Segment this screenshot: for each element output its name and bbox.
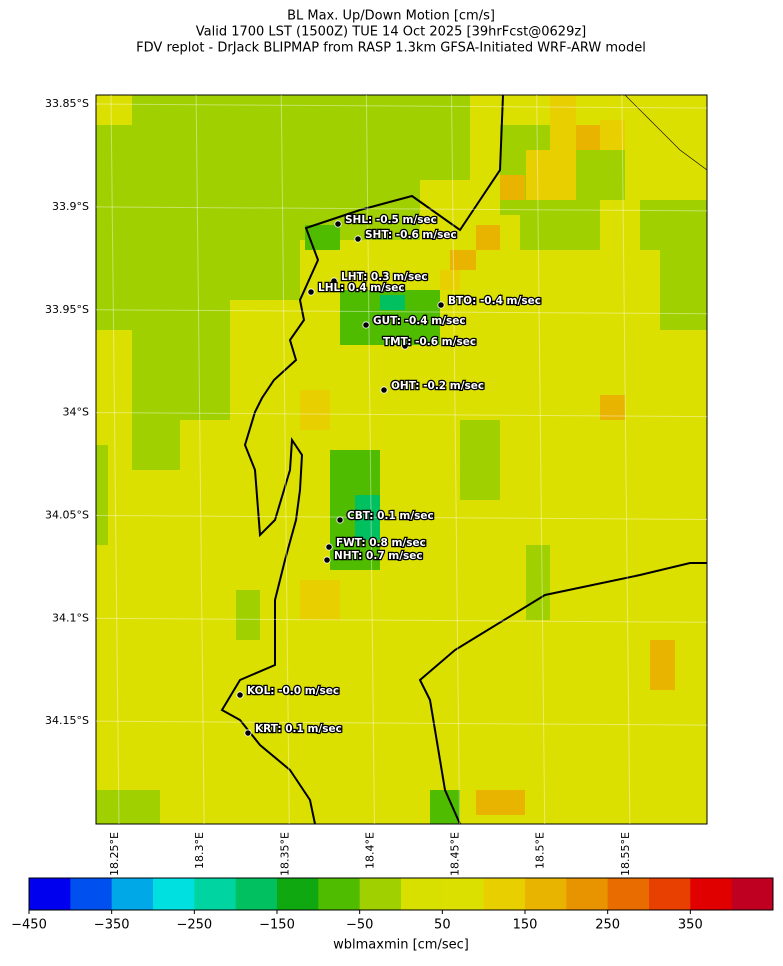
colorbar-swatch (401, 878, 443, 910)
colorbar-swatch (194, 878, 237, 910)
lon-tick-label: 18.4°E (363, 832, 376, 869)
station-dot (437, 301, 445, 309)
field-patch (355, 295, 405, 540)
station-dot (325, 543, 333, 551)
colorbar-swatch (483, 878, 526, 910)
colorbar-tick-label: −450 (11, 918, 47, 933)
lat-tick-label: 33.95°S (45, 303, 89, 316)
grid-line (95, 103, 708, 109)
colorbar-swatch (318, 878, 361, 910)
colorbar-tick-label: −250 (176, 918, 212, 933)
map-frame (95, 94, 708, 825)
title-line: BL Max. Up/Down Motion [cm/s] (287, 9, 495, 24)
station-label: SHT: -0.6 m/sec (365, 229, 457, 241)
colorbar-swatch (235, 878, 278, 910)
colorbar-swatch (153, 878, 195, 910)
station-dot (236, 691, 244, 699)
station-dot (336, 516, 344, 524)
colorbar-swatch (70, 878, 113, 910)
station-label: BTO: -0.4 m/sec (448, 295, 541, 307)
grid-line (95, 514, 708, 520)
grid-line (95, 720, 708, 726)
lon-tick-label: 18.55°E (619, 832, 632, 876)
station-label: OHT: -0.2 m/sec (391, 380, 484, 392)
colorbar-swatch (442, 878, 485, 910)
contour (624, 94, 708, 171)
colorbar-tick-label: −150 (259, 918, 295, 933)
colorbar-tick-label: −50 (346, 918, 373, 933)
station-dot (354, 235, 362, 243)
lat-tick-label: 33.9°S (52, 200, 89, 213)
title-line: FDV replot - DrJack BLIPMAP from RASP 1.… (136, 41, 646, 56)
colorbar-swatch (359, 878, 402, 910)
lon-tick-label: 18.5°E (534, 832, 547, 869)
station-label: KOL: -0.0 m/sec (247, 685, 339, 697)
colorbar-swatch (277, 878, 319, 910)
station-label: KRT: 0.1 m/sec (255, 723, 342, 735)
colorbar-swatch (690, 878, 733, 910)
colorbar-tick-label: −350 (94, 918, 130, 933)
lon-tick-label: 18.25°E (108, 832, 121, 876)
colorbar-swatch (29, 878, 71, 910)
grid-line (621, 94, 631, 825)
colorbar-tick-label: 250 (595, 918, 620, 933)
colorbar-swatch (525, 878, 567, 910)
lat-tick-label: 34.1°S (52, 611, 89, 624)
colorbar-frame (28, 877, 774, 911)
colorbar-swatch (566, 878, 609, 910)
grid-line (365, 94, 375, 825)
colorbar: wblmaxmin [cm/sec] −450 −350 −250 −150 −50 50… (11, 877, 774, 953)
grid-line (95, 617, 708, 623)
grid-line (195, 94, 205, 825)
lon-tick-label: 18.45°E (449, 832, 462, 876)
colorbar-tick-label: 50 (434, 918, 451, 933)
colorbar-swatch (731, 878, 774, 910)
field-patch (96, 95, 470, 470)
lat-tick-label: 34°S (63, 406, 89, 419)
station-dot (323, 556, 331, 564)
station-label: CBT: 0.1 m/sec (347, 510, 434, 522)
coastline (220, 94, 504, 825)
station-dot (244, 729, 252, 737)
stations: SHL: -0.5 m/sec SHT: -0.6 m/sec LHT: 0.3 m… (236, 213, 542, 737)
lat-tick-label: 33.85°S (45, 97, 89, 110)
grid-line (110, 94, 120, 825)
lon-tick-label: 18.3°E (193, 832, 206, 869)
station-label: FWT: 0.8 m/sec (336, 537, 426, 549)
lat-tick-label: 34.05°S (45, 508, 89, 521)
station-label: GUT: -0.4 m/sec (373, 315, 466, 327)
station-dot (380, 386, 388, 394)
colorbar-tick-label: 350 (678, 918, 703, 933)
station-dot (307, 288, 315, 296)
grid-line (451, 94, 461, 825)
boundary (418, 562, 707, 825)
map-ticks: 33.85°S 33.9°S 33.95°S 34°S 34.05°S 34.1°S 34.… (45, 94, 708, 876)
colorbar-swatch (111, 878, 154, 910)
station-label: SHL: -0.5 m/sec (345, 214, 437, 226)
station-dot (362, 321, 370, 329)
station-label: TMT: -0.6 m/sec (383, 336, 476, 348)
station-dot (330, 277, 338, 285)
grid-line (536, 94, 546, 825)
station-dot (401, 342, 409, 350)
lat-tick-label: 34.15°S (45, 714, 89, 727)
title-line: Valid 1700 LST (1500Z) TUE 14 Oct 2025 [… (196, 25, 586, 40)
colorbar-swatch (649, 878, 691, 910)
grid-line (95, 412, 708, 418)
colorbar-label: wblmaxmin [cm/sec] (333, 938, 469, 953)
colorbar-tick-label: 150 (513, 918, 538, 933)
grid-line (95, 206, 708, 212)
station-label: LHL: 0.4 m/sec (318, 282, 405, 294)
titles: BL Max. Up/Down Motion [cm/s] Valid 1700… (136, 9, 646, 56)
station-dot (334, 220, 342, 228)
grid-line (280, 94, 290, 825)
colorbar-swatch (607, 878, 650, 910)
station-label: NHT: 0.7 m/sec (334, 550, 423, 562)
lon-tick-label: 18.35°E (278, 832, 291, 876)
field-patch (305, 225, 460, 824)
grid-line (95, 309, 708, 315)
station-label: LHT: 0.3 m/sec (341, 271, 428, 283)
map-field (95, 94, 708, 825)
